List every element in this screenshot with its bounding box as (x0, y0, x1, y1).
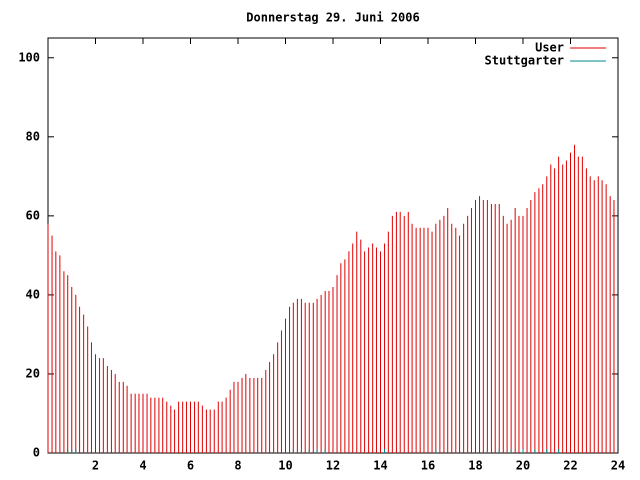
x-tick-label: 18 (468, 459, 482, 473)
legend-label: Stuttgarter (485, 54, 564, 68)
y-tick-label: 60 (26, 208, 40, 222)
x-tick-label: 24 (611, 459, 625, 473)
y-tick-label: 20 (26, 366, 40, 380)
x-tick-label: 16 (421, 459, 435, 473)
y-tick-label: 0 (33, 446, 40, 460)
x-tick-label: 4 (139, 459, 146, 473)
x-tick-label: 12 (326, 459, 340, 473)
x-tick-label: 10 (278, 459, 292, 473)
x-tick-label: 14 (373, 459, 387, 473)
x-tick-label: 2 (92, 459, 99, 473)
chart-title: Donnerstag 29. Juni 2006 (246, 11, 419, 25)
y-tick-label: 80 (26, 129, 40, 143)
x-tick-label: 6 (187, 459, 194, 473)
x-tick-label: 20 (516, 459, 530, 473)
x-tick-label: 22 (563, 459, 577, 473)
x-tick-label: 8 (234, 459, 241, 473)
y-tick-label: 40 (26, 287, 40, 301)
legend-label: User (535, 41, 564, 55)
y-tick-label: 100 (18, 50, 40, 64)
